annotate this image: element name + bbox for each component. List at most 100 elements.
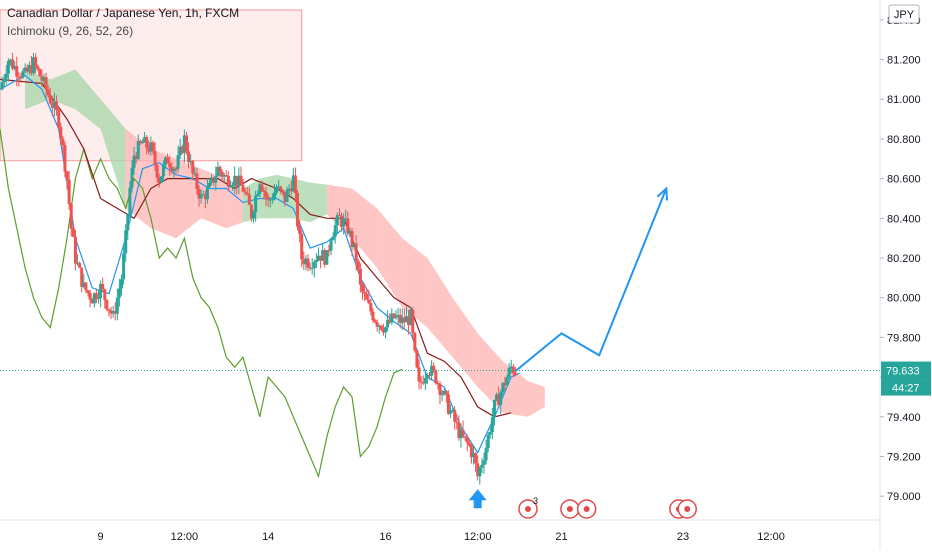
candle[interactable] <box>71 228 75 237</box>
candle[interactable] <box>134 155 138 159</box>
candle[interactable] <box>262 190 266 192</box>
candle[interactable] <box>76 262 80 264</box>
candle[interactable] <box>38 69 42 77</box>
candle[interactable] <box>465 437 469 443</box>
candle[interactable] <box>122 253 126 280</box>
candle[interactable] <box>82 282 86 287</box>
candle[interactable] <box>132 155 136 168</box>
indicator-label[interactable]: Ichimoku (9, 26, 52, 26) <box>7 24 134 38</box>
candle[interactable] <box>308 267 312 269</box>
candle[interactable] <box>461 429 465 437</box>
candle[interactable] <box>224 175 228 177</box>
candle[interactable] <box>503 382 507 386</box>
candle[interactable] <box>161 164 165 177</box>
candle[interactable] <box>90 299 94 304</box>
candle[interactable] <box>298 226 302 234</box>
candle[interactable] <box>260 184 264 191</box>
candle[interactable] <box>21 71 25 78</box>
candle[interactable] <box>413 332 417 351</box>
candle[interactable] <box>360 284 364 292</box>
candle[interactable] <box>266 197 270 200</box>
candle[interactable] <box>381 329 385 333</box>
candle[interactable] <box>289 188 293 192</box>
candle[interactable] <box>513 373 517 376</box>
candle[interactable] <box>34 57 38 66</box>
candle[interactable] <box>400 317 404 323</box>
candle[interactable] <box>99 283 103 299</box>
candle[interactable] <box>495 394 499 401</box>
candle[interactable] <box>411 309 415 333</box>
candle[interactable] <box>243 191 247 193</box>
candle[interactable] <box>111 311 115 314</box>
candle[interactable] <box>44 77 48 90</box>
candle[interactable] <box>327 250 331 252</box>
candle[interactable] <box>415 350 419 368</box>
candle[interactable] <box>331 236 335 241</box>
candle[interactable] <box>8 59 12 61</box>
candle[interactable] <box>404 316 408 323</box>
candle[interactable] <box>394 316 398 318</box>
candle[interactable] <box>463 436 467 438</box>
currency-box[interactable] <box>888 4 920 24</box>
candle[interactable] <box>59 126 63 139</box>
candle[interactable] <box>233 175 237 186</box>
arrow-up-icon[interactable] <box>468 489 487 509</box>
candle[interactable] <box>457 422 461 439</box>
projection-line[interactable] <box>514 188 668 372</box>
candle[interactable] <box>153 151 157 166</box>
candle[interactable] <box>17 76 21 78</box>
candle[interactable] <box>235 175 239 187</box>
candle[interactable] <box>501 382 505 393</box>
candle[interactable] <box>511 366 515 374</box>
candle[interactable] <box>67 179 71 205</box>
candle[interactable] <box>407 316 411 325</box>
candle[interactable] <box>467 442 471 446</box>
candle[interactable] <box>189 161 193 163</box>
candle[interactable] <box>329 240 333 251</box>
candle[interactable] <box>191 161 195 174</box>
candle[interactable] <box>6 60 10 74</box>
candle[interactable] <box>451 410 455 412</box>
candle[interactable] <box>166 157 170 164</box>
candle[interactable] <box>371 311 375 321</box>
candle[interactable] <box>436 383 440 385</box>
candle[interactable] <box>321 250 325 261</box>
candle[interactable] <box>105 299 109 310</box>
candle[interactable] <box>78 262 82 268</box>
candle[interactable] <box>478 467 482 477</box>
event-flag-icon[interactable] <box>576 499 597 519</box>
candle[interactable] <box>11 59 15 69</box>
candle[interactable] <box>348 230 352 234</box>
candle[interactable] <box>304 258 308 265</box>
candle[interactable] <box>459 429 463 439</box>
candle[interactable] <box>373 320 377 323</box>
candle[interactable] <box>126 214 130 231</box>
candle[interactable] <box>497 394 501 405</box>
candle[interactable] <box>15 66 19 77</box>
candle[interactable] <box>40 76 44 81</box>
candle[interactable] <box>140 142 144 144</box>
candle[interactable] <box>50 103 54 108</box>
candle[interactable] <box>52 101 56 108</box>
candle[interactable] <box>367 299 371 304</box>
candle[interactable] <box>178 146 182 156</box>
event-flag-icon[interactable] <box>560 499 580 519</box>
candle[interactable] <box>306 258 310 268</box>
candle[interactable] <box>128 187 132 215</box>
candle[interactable] <box>231 185 235 187</box>
candle[interactable] <box>434 370 438 384</box>
candle[interactable] <box>120 279 124 289</box>
candle[interactable] <box>279 186 283 190</box>
candle[interactable] <box>151 142 155 152</box>
candle[interactable] <box>314 260 318 263</box>
candle[interactable] <box>113 311 117 314</box>
candle[interactable] <box>440 394 444 396</box>
candle[interactable] <box>310 267 314 269</box>
candle[interactable] <box>428 375 432 377</box>
event-flag-icon[interactable] <box>677 499 697 519</box>
candle[interactable] <box>256 194 260 196</box>
candle[interactable] <box>222 175 226 177</box>
candle[interactable] <box>379 325 383 330</box>
candle[interactable] <box>92 293 96 304</box>
